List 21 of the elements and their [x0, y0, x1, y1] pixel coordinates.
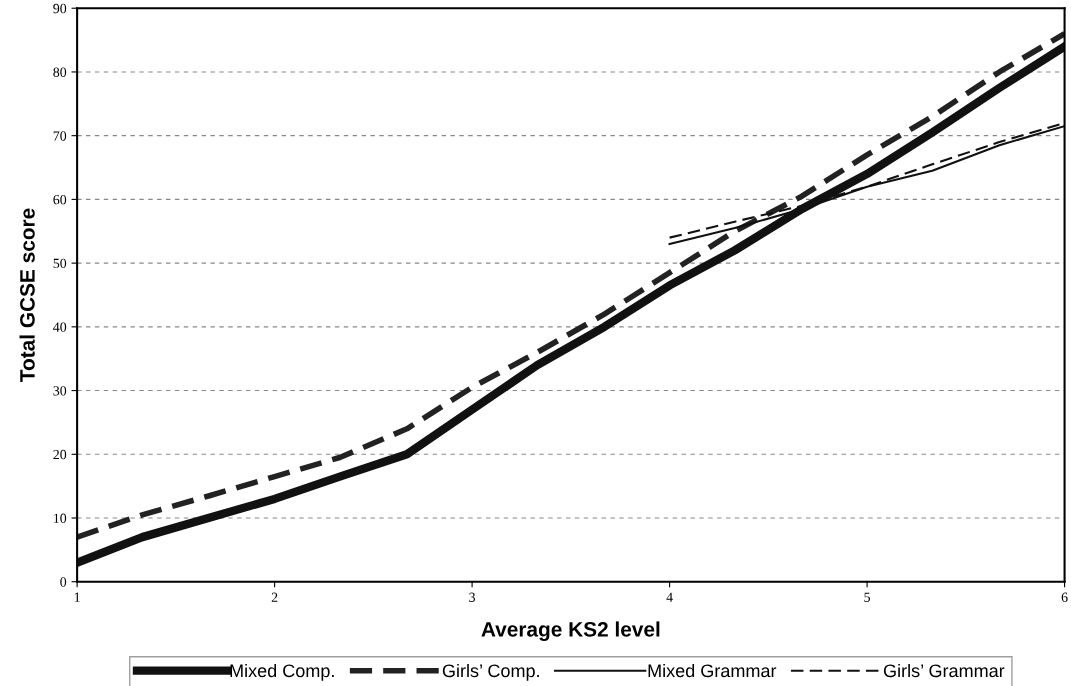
y-tick-label: 80 — [53, 67, 67, 77]
legend-label: Girls’ Grammar — [883, 663, 1005, 678]
legend-label: Girls’ Comp. — [442, 663, 539, 681]
y-tick-label: 10 — [54, 513, 67, 523]
x-axis-title: Average KS2 level — [481, 621, 660, 641]
y-tick-label: 60 — [53, 194, 67, 205]
y-tick-label: 50 — [53, 258, 67, 269]
y-tick-label: 70 — [53, 131, 67, 141]
y-tick-label: 40 — [53, 322, 67, 332]
x-tick-label: 2 — [271, 592, 278, 602]
y-tick-label: 20 — [53, 449, 67, 460]
x-tick-label: 6 — [1061, 592, 1068, 602]
x-tick-label: 4 — [666, 592, 673, 602]
legend-label: Mixed Grammar — [648, 663, 777, 678]
x-tick-label: 1 — [74, 592, 80, 602]
y-tick-label: 90 — [53, 3, 67, 14]
x-tick-label: 5 — [864, 592, 871, 602]
x-tick-label: 3 — [469, 592, 476, 602]
y-tick-label: 0 — [60, 577, 67, 587]
y-axis-title: Total GCSE score — [19, 208, 35, 382]
y-tick-label: 30 — [53, 386, 67, 396]
